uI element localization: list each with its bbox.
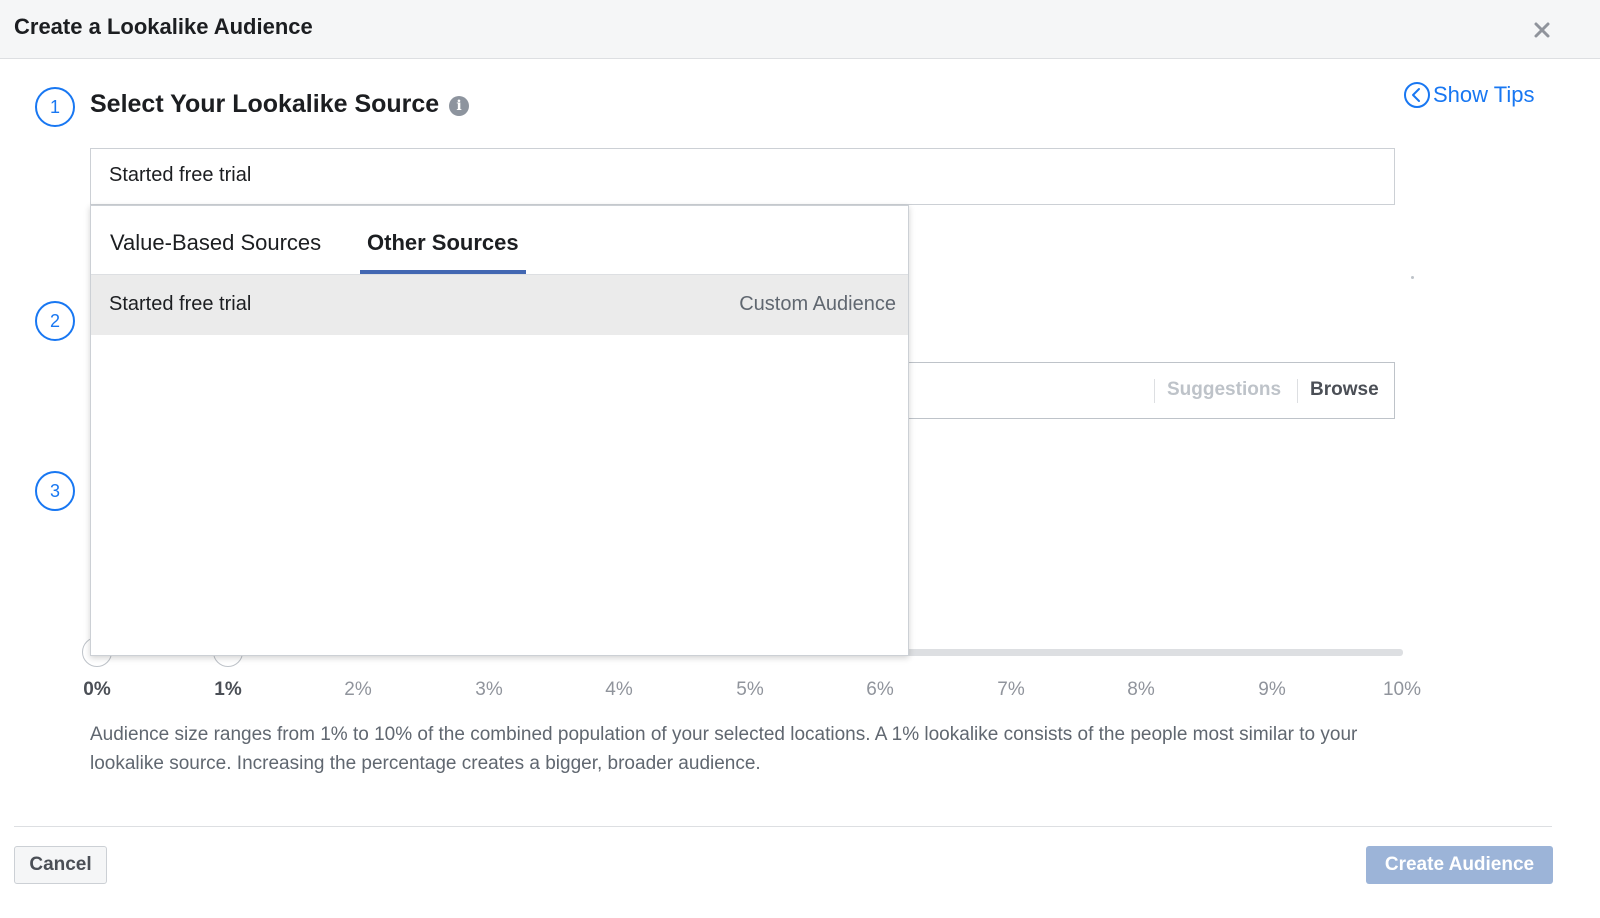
tab-other-sources[interactable]: Other Sources bbox=[367, 230, 519, 255]
source-section-title: Select Your Lookalike Source bbox=[90, 90, 440, 118]
show-tips-link[interactable]: Show Tips bbox=[1403, 80, 1535, 110]
tick-label: 10% bbox=[1382, 679, 1422, 700]
dialog-title: Create a Lookalike Audience bbox=[14, 14, 313, 39]
location-separator bbox=[1297, 379, 1298, 403]
create-audience-button[interactable]: Create Audience bbox=[1366, 846, 1553, 884]
tick-label: 4% bbox=[605, 679, 633, 700]
tab-value-based-sources[interactable]: Value-Based Sources bbox=[110, 230, 322, 255]
tick-label: 3% bbox=[475, 679, 503, 700]
audience-size-description: Audience size ranges from 1% to 10% of t… bbox=[90, 724, 1358, 774]
list-item[interactable]: Started free trial Custom Audience bbox=[91, 275, 908, 335]
suggestions-link[interactable]: Suggestions bbox=[1167, 379, 1282, 400]
step-2-indicator: 2 bbox=[35, 301, 75, 341]
location-separator bbox=[1154, 379, 1155, 403]
tick-label: 9% bbox=[1258, 679, 1286, 700]
source-item-name: Started free trial bbox=[109, 293, 252, 315]
close-button[interactable] bbox=[1528, 16, 1556, 44]
step-3-indicator: 3 bbox=[35, 471, 75, 511]
tick-label: 6% bbox=[866, 679, 894, 700]
lookalike-source-input[interactable]: Started free trial bbox=[90, 148, 1395, 205]
chevron-left-circle-icon bbox=[1404, 82, 1430, 108]
source-tabs: Value-Based Sources Other Sources bbox=[91, 206, 908, 275]
tick-label: 7% bbox=[997, 679, 1025, 700]
tick-label: 0% bbox=[83, 679, 111, 700]
show-tips-label: Show Tips bbox=[1433, 82, 1535, 107]
tick-label: 2% bbox=[344, 679, 372, 700]
tick-label: 5% bbox=[736, 679, 764, 700]
footer-divider bbox=[14, 826, 1552, 827]
source-input-value: Started free trial bbox=[109, 164, 252, 186]
decorative-dot bbox=[1411, 276, 1414, 279]
source-item-type: Custom Audience bbox=[739, 293, 896, 315]
step-1-indicator: 1 bbox=[35, 87, 75, 127]
close-icon bbox=[1534, 22, 1550, 38]
source-dropdown: Value-Based Sources Other Sources Starte… bbox=[90, 205, 909, 656]
cancel-button[interactable]: Cancel bbox=[14, 846, 107, 884]
tick-label: 1% bbox=[214, 679, 242, 700]
tick-label: 8% bbox=[1127, 679, 1155, 700]
browse-link[interactable]: Browse bbox=[1310, 379, 1379, 400]
active-tab-underline bbox=[360, 270, 526, 274]
dialog-header: Create a Lookalike Audience bbox=[0, 0, 1600, 59]
info-icon[interactable]: i bbox=[449, 96, 469, 116]
